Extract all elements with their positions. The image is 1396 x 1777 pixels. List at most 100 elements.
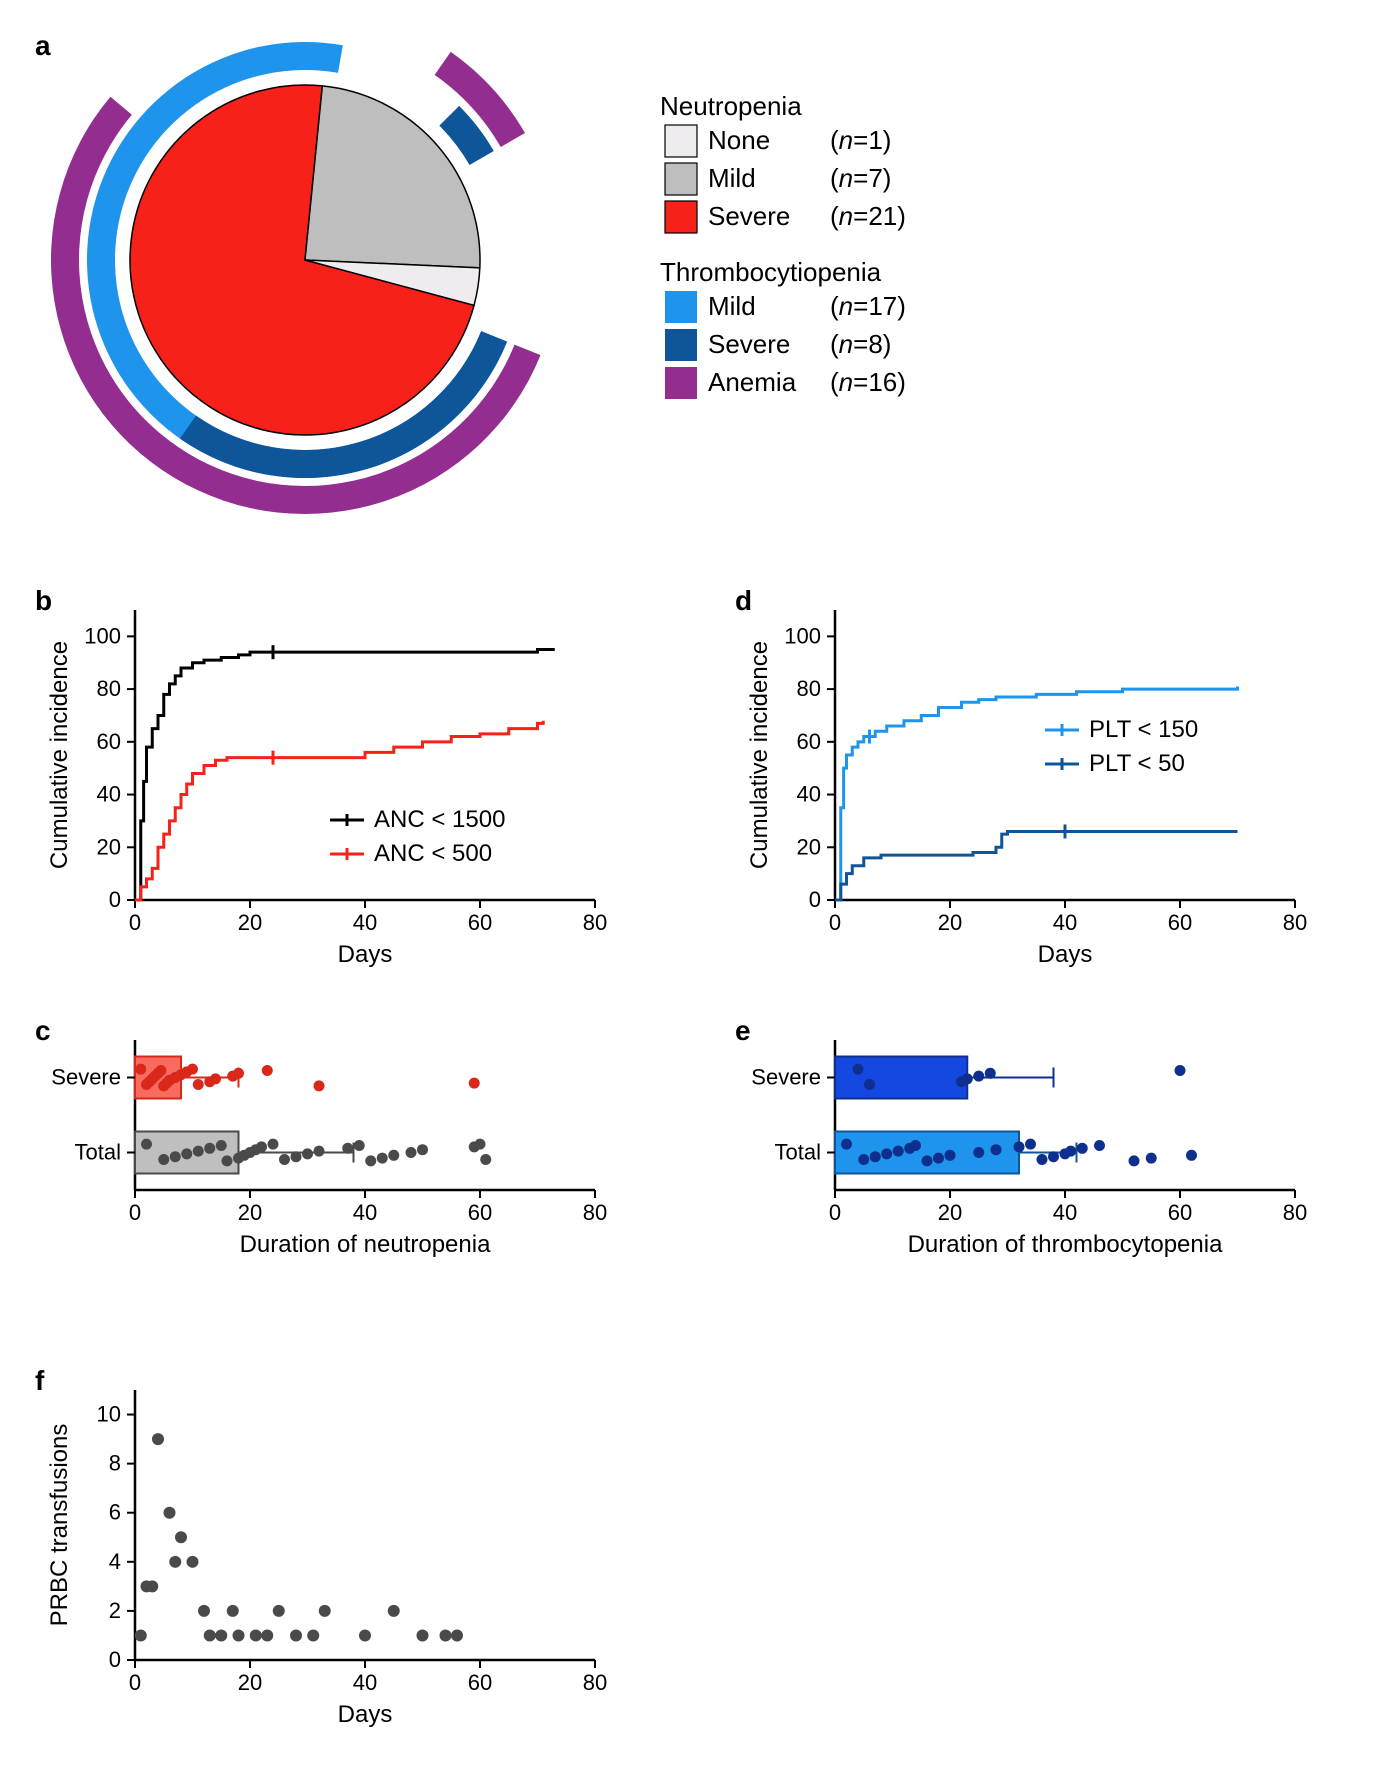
svg-text:60: 60 — [797, 729, 821, 754]
bar-point — [302, 1148, 313, 1159]
bar-point — [922, 1155, 933, 1166]
scatter-point — [164, 1507, 176, 1519]
svg-text:8: 8 — [109, 1451, 121, 1476]
bar-point — [262, 1065, 273, 1076]
svg-text:0: 0 — [809, 887, 821, 912]
scatter-point — [175, 1531, 187, 1543]
svg-text:c: c — [35, 1015, 51, 1046]
bar-point — [158, 1154, 169, 1165]
svg-text:60: 60 — [97, 729, 121, 754]
bar-point — [268, 1139, 279, 1150]
svg-text:Severe: Severe — [51, 1065, 121, 1090]
figure-svg: aNeutropeniaNone(n=1)Mild(n=7)Severe(n=2… — [20, 20, 1376, 1757]
svg-text:PLT < 150: PLT < 150 — [1089, 716, 1198, 743]
scatter-point — [273, 1605, 285, 1617]
svg-text:60: 60 — [468, 1200, 492, 1225]
svg-text:60: 60 — [1168, 1200, 1192, 1225]
bar-point — [1025, 1139, 1036, 1150]
svg-text:20: 20 — [938, 1200, 962, 1225]
svg-text:Days: Days — [338, 941, 393, 968]
svg-text:20: 20 — [238, 1670, 262, 1695]
bar-point — [279, 1154, 290, 1165]
svg-text:e: e — [735, 1015, 751, 1046]
svg-text:40: 40 — [97, 782, 121, 807]
svg-text:60: 60 — [468, 910, 492, 935]
bar-point — [256, 1141, 267, 1152]
scatter-point — [215, 1629, 227, 1641]
bar-point — [973, 1071, 984, 1082]
svg-text:0: 0 — [109, 1647, 121, 1672]
bar-point — [135, 1064, 146, 1075]
bar-point — [181, 1148, 192, 1159]
bar-point — [155, 1065, 166, 1076]
svg-text:40: 40 — [353, 1670, 377, 1695]
svg-text:(n=1): (n=1) — [830, 125, 891, 155]
svg-text:Severe: Severe — [708, 329, 790, 359]
svg-text:2: 2 — [109, 1598, 121, 1623]
bar-point — [864, 1079, 875, 1090]
bar-point — [388, 1150, 399, 1161]
svg-text:Neutropenia: Neutropenia — [660, 91, 802, 121]
svg-text:ANC < 1500: ANC < 1500 — [374, 806, 505, 833]
scatter-point — [198, 1605, 210, 1617]
bar-point — [881, 1148, 892, 1159]
svg-text:Total: Total — [75, 1140, 121, 1165]
bar-point — [141, 1139, 152, 1150]
svg-text:(n=21): (n=21) — [830, 201, 906, 231]
h-bar — [835, 1057, 967, 1099]
figure: aNeutropeniaNone(n=1)Mild(n=7)Severe(n=2… — [20, 20, 1376, 1757]
bar-point — [469, 1078, 480, 1089]
svg-text:80: 80 — [583, 910, 607, 935]
svg-text:Severe: Severe — [751, 1065, 821, 1090]
svg-text:b: b — [35, 585, 52, 616]
bar-point — [893, 1146, 904, 1157]
svg-text:Total: Total — [775, 1140, 821, 1165]
bar-point — [945, 1150, 956, 1161]
bar-point — [1037, 1154, 1048, 1165]
svg-text:0: 0 — [829, 910, 841, 935]
svg-text:20: 20 — [238, 1200, 262, 1225]
bar-point — [910, 1140, 921, 1151]
bar-point — [233, 1068, 244, 1079]
svg-text:4: 4 — [109, 1549, 121, 1574]
svg-text:20: 20 — [938, 910, 962, 935]
scatter-point — [440, 1629, 452, 1641]
scatter-point — [388, 1605, 400, 1617]
bar-point — [1065, 1146, 1076, 1157]
svg-text:6: 6 — [109, 1500, 121, 1525]
svg-text:20: 20 — [97, 834, 121, 859]
svg-text:40: 40 — [797, 782, 821, 807]
svg-text:80: 80 — [797, 676, 821, 701]
scatter-point — [250, 1629, 262, 1641]
svg-text:PLT < 50: PLT < 50 — [1089, 750, 1185, 777]
scatter-point — [307, 1629, 319, 1641]
bar-point — [475, 1139, 486, 1150]
svg-text:(n=16): (n=16) — [830, 367, 906, 397]
svg-text:Duration of thrombocytopenia: Duration of thrombocytopenia — [908, 1231, 1224, 1258]
bar-point — [204, 1143, 215, 1154]
bar-point — [933, 1153, 944, 1164]
svg-text:80: 80 — [97, 676, 121, 701]
bar-point — [417, 1144, 428, 1155]
bar-point — [1094, 1140, 1105, 1151]
bar-point — [1129, 1155, 1140, 1166]
scatter-point — [290, 1629, 302, 1641]
bar-point — [210, 1073, 221, 1084]
bar-point — [841, 1139, 852, 1150]
bar-point — [858, 1154, 869, 1165]
svg-text:80: 80 — [1283, 1200, 1307, 1225]
bar-point — [1186, 1150, 1197, 1161]
svg-text:(n=7): (n=7) — [830, 163, 891, 193]
scatter-point — [169, 1556, 181, 1568]
bar-point — [973, 1147, 984, 1158]
svg-text:20: 20 — [238, 910, 262, 935]
legend-swatch — [665, 291, 697, 323]
svg-text:0: 0 — [109, 887, 121, 912]
legend-swatch — [665, 163, 697, 195]
step-line — [835, 831, 1238, 900]
bar-point — [1146, 1153, 1157, 1164]
bar-point — [962, 1073, 973, 1084]
svg-text:Cumulative incidence: Cumulative incidence — [746, 641, 773, 869]
bar-point — [187, 1064, 198, 1075]
bar-point — [406, 1147, 417, 1158]
